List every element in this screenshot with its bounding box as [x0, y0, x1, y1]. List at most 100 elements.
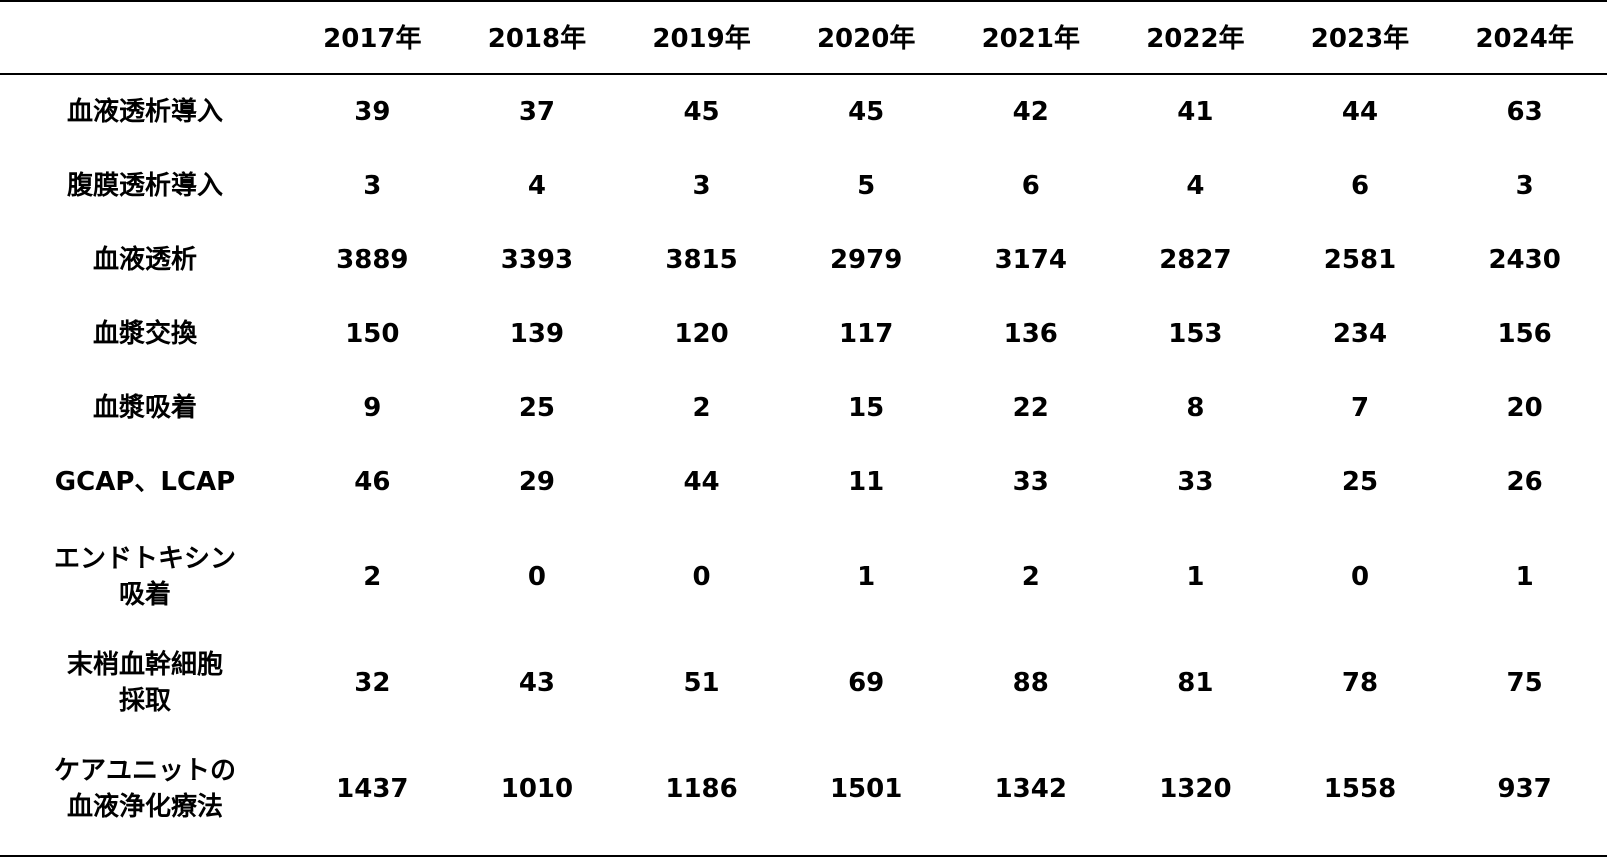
value-cell: 3 [1515, 171, 1534, 201]
value-cell: 1 [1186, 562, 1205, 592]
value-cell: 937 [1497, 774, 1552, 804]
value-cell: 3815 [665, 245, 738, 275]
row-label: 末梢血幹細胞 採取 [67, 650, 224, 716]
table-row: ケアユニットの 血液浄化療法 1437 1010 1186 1501 1342 … [0, 731, 1607, 847]
value-cell: 41 [1177, 97, 1214, 127]
value-cell: 1437 [336, 774, 409, 804]
value-cell: 7 [1350, 393, 1370, 423]
value-cell: 1010 [500, 774, 574, 804]
value-cell: 43 [518, 668, 556, 698]
value-cell: 1501 [829, 774, 903, 804]
table-row: 血漿交換 150 139 120 117 136 153 234 156 [0, 297, 1607, 371]
header-cell-year: 2022年 [1146, 23, 1245, 54]
value-cell: 3393 [500, 245, 574, 275]
value-cell: 136 [1003, 319, 1058, 349]
table-row: GCAP、LCAP 46 29 44 11 33 33 25 26 [0, 445, 1607, 519]
value-cell: 2827 [1159, 245, 1232, 275]
value-cell: 88 [1012, 668, 1049, 698]
value-cell: 2430 [1488, 245, 1561, 275]
value-cell: 15 [848, 393, 885, 423]
value-cell: 3174 [994, 245, 1067, 275]
value-cell: 75 [1506, 668, 1543, 698]
value-cell: 120 [674, 319, 729, 349]
value-cell: 2979 [829, 245, 903, 275]
table-header-rule [0, 73, 1607, 75]
value-cell: 29 [518, 467, 556, 497]
table-row: 腹膜透析導入 3 4 3 5 6 4 6 3 [0, 149, 1607, 223]
value-cell: 1342 [994, 774, 1067, 804]
table-header-row: 2017年 2018年 2019年 2020年 2021年 2022年 2023… [0, 2, 1607, 75]
value-cell: 69 [848, 668, 885, 698]
header-cell-year: 2019年 [652, 23, 751, 54]
value-cell: 32 [354, 668, 391, 698]
table-bottom-rule [0, 855, 1607, 857]
value-cell: 45 [683, 97, 720, 127]
value-cell: 45 [848, 97, 885, 127]
value-cell: 51 [683, 668, 720, 698]
value-cell: 1558 [1323, 774, 1397, 804]
value-cell: 20 [1506, 393, 1543, 423]
header-cell-year: 2023年 [1310, 23, 1410, 54]
row-label: GCAP、LCAP [54, 467, 236, 497]
value-cell: 0 [527, 562, 546, 592]
value-cell: 150 [345, 319, 400, 349]
row-label: 血液透析導入 [67, 97, 224, 127]
value-cell: 4 [527, 171, 546, 201]
value-cell: 3 [692, 171, 711, 201]
value-cell: 2 [692, 393, 711, 423]
row-label: 血漿交換 [93, 319, 198, 349]
row-label: 腹膜透析導入 [67, 171, 224, 201]
header-cell-year: 2021年 [981, 23, 1080, 54]
value-cell: 3 [363, 171, 382, 201]
header-cell-year: 2024年 [1475, 23, 1574, 54]
value-cell: 153 [1168, 319, 1223, 349]
value-cell: 63 [1506, 97, 1543, 127]
value-cell: 44 [1341, 97, 1379, 127]
row-label: 血液透析 [93, 245, 198, 275]
table-row: エンドトキシン 吸着 2 0 0 1 2 1 0 1 [0, 519, 1607, 635]
table-top-rule [0, 0, 1607, 2]
value-cell: 33 [1012, 467, 1049, 497]
value-cell: 22 [1012, 393, 1049, 423]
value-cell: 1 [857, 562, 876, 592]
table-row: 血液透析導入 39 37 45 45 42 41 44 63 [0, 75, 1607, 149]
value-cell: 9 [363, 393, 382, 423]
value-cell: 1186 [665, 774, 738, 804]
header-cell-year: 2020年 [816, 23, 916, 54]
value-cell: 4 [1186, 171, 1205, 201]
value-cell: 25 [1341, 467, 1379, 497]
value-cell: 44 [683, 467, 720, 497]
value-cell: 1 [1515, 562, 1534, 592]
table-row: 血漿吸着 9 25 2 15 22 8 7 20 [0, 371, 1607, 445]
value-cell: 117 [839, 319, 894, 349]
value-cell: 42 [1012, 97, 1049, 127]
value-cell: 139 [509, 319, 565, 349]
value-cell: 3889 [336, 245, 409, 275]
table-row: 血液透析 3889 3393 3815 2979 3174 2827 2581 … [0, 223, 1607, 297]
value-cell: 234 [1332, 319, 1388, 349]
value-cell: 25 [518, 393, 556, 423]
value-cell: 0 [1350, 562, 1370, 592]
value-cell: 81 [1177, 668, 1214, 698]
value-cell: 26 [1506, 467, 1543, 497]
table-row: 末梢血幹細胞 採取 32 43 51 69 88 81 78 75 [0, 635, 1607, 731]
value-cell: 156 [1497, 319, 1552, 349]
value-cell: 6 [1350, 171, 1370, 201]
row-label: ケアユニットの 血液浄化療法 [54, 756, 237, 822]
value-cell: 2 [363, 562, 382, 592]
value-cell: 0 [692, 562, 711, 592]
value-cell: 5 [857, 171, 876, 201]
row-label: エンドトキシン 吸着 [54, 544, 237, 610]
header-cell-year: 2018年 [487, 23, 587, 54]
header-cell-year: 2017年 [323, 23, 422, 54]
value-cell: 8 [1186, 393, 1205, 423]
value-cell: 1320 [1159, 774, 1232, 804]
value-cell: 2581 [1323, 245, 1397, 275]
value-cell: 2 [1021, 562, 1040, 592]
value-cell: 6 [1021, 171, 1040, 201]
row-label: 血漿吸着 [93, 393, 198, 423]
value-cell: 39 [354, 97, 391, 127]
value-cell: 37 [518, 97, 556, 127]
